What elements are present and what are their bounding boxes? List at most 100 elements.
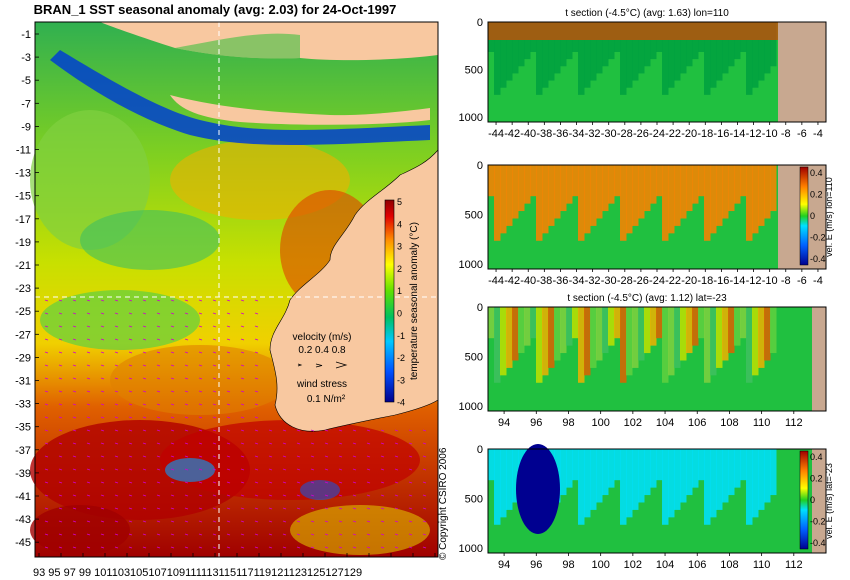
panel-stripe (752, 307, 759, 376)
vel-colorbar-tick: -0.2 (810, 233, 826, 243)
panel-stripe (500, 449, 507, 518)
panel-stripe (734, 449, 741, 488)
wind-vector (240, 312, 245, 315)
panel-stripe (668, 165, 675, 234)
wind-vector (254, 338, 259, 341)
temp-colorbar-tick: 2 (397, 264, 402, 274)
panel-x-tick: -20 (681, 128, 697, 140)
panel-stripe (602, 307, 609, 354)
panel-stripe (626, 22, 633, 88)
wind-vector (184, 299, 189, 302)
panel-x-tick: -40 (520, 275, 536, 287)
wind-vector (142, 507, 147, 510)
wind-vector (44, 494, 49, 497)
wind-vector (184, 429, 189, 432)
wind-vector (408, 429, 413, 432)
panel-stripe (578, 165, 585, 241)
wind-vector (282, 481, 287, 484)
wind-vector (422, 481, 427, 484)
wind-vector (114, 481, 119, 484)
panel-stripe (590, 165, 597, 226)
wind-vector (100, 455, 105, 458)
wind-vector (114, 299, 119, 302)
panel-stripe (764, 165, 771, 219)
wind-vector (296, 429, 301, 432)
wind-vector (212, 351, 217, 354)
wind-vector (338, 468, 343, 471)
panel-stripe (572, 165, 579, 197)
panel-x-tick: -32 (585, 275, 601, 287)
wind-vectors (44, 299, 427, 549)
temp-colorbar-tick: -2 (397, 353, 405, 363)
panel-stripe (686, 165, 693, 212)
wind-vector (142, 312, 147, 315)
panel-x-tick: -30 (601, 128, 617, 140)
panel-stripe (488, 165, 495, 197)
wind-vector (44, 481, 49, 484)
panel-stripe (680, 165, 687, 219)
wind-vector (128, 455, 133, 458)
map-lat-tick: -43 (15, 514, 31, 526)
panel-x-tick: -34 (569, 128, 585, 140)
wind-vector (114, 520, 119, 523)
panel-stripe (626, 165, 633, 234)
wind-vector (366, 455, 371, 458)
wind-vector (198, 338, 203, 341)
panel-x-tick: -10 (762, 128, 778, 140)
panel-x-tick: -6 (797, 128, 807, 140)
velocity-scale-label: 0.2 0.4 0.8 (298, 345, 346, 356)
panel-stripe (758, 165, 765, 226)
wind-vector (352, 442, 357, 445)
wind-vector (86, 481, 91, 484)
panel-x-tick: -8 (781, 275, 791, 287)
panel-stripe (560, 449, 567, 496)
wind-vector (58, 364, 63, 367)
panel-stripe (554, 165, 561, 219)
wind-vector (212, 325, 217, 328)
wind-vector (156, 546, 161, 549)
panel-x-tick: -44 (488, 275, 504, 287)
wind-vector (310, 494, 315, 497)
panel-x-tick: 108 (720, 417, 738, 429)
wind-vector (44, 442, 49, 445)
wind-vector (198, 455, 203, 458)
wind-vector (170, 442, 175, 445)
wind-vector (128, 507, 133, 510)
wind-vector (268, 442, 273, 445)
wind-vector (128, 494, 133, 497)
wind-vector (324, 546, 329, 549)
panel-stripe (614, 165, 621, 197)
panel-stripe (500, 307, 507, 376)
map-field (30, 22, 439, 557)
panel-x-tick: 110 (753, 559, 771, 571)
wind-vector (142, 403, 147, 406)
wind-vector (310, 481, 315, 484)
wind-vector (44, 507, 49, 510)
panel-stripe (572, 307, 579, 339)
panel-x-tick: 102 (624, 559, 642, 571)
wind-vector (184, 364, 189, 367)
wind-vector (212, 299, 217, 302)
wind-vector (366, 468, 371, 471)
panel-stripe (590, 449, 597, 510)
wind-vector (170, 377, 175, 380)
wind-vector (156, 377, 161, 380)
panel-stripe (596, 307, 603, 361)
wind-vector (170, 507, 175, 510)
wind-vector (58, 455, 63, 458)
panel-frame (487, 448, 827, 554)
wind-vector (226, 351, 231, 354)
wind-vector (240, 507, 245, 510)
panel-stripe (506, 22, 513, 81)
wind-vector (324, 442, 329, 445)
panel-x-tick: -44 (488, 128, 504, 140)
panel-stripe (518, 22, 525, 67)
wind-vector (254, 533, 259, 536)
wind-vector (198, 442, 203, 445)
wind-vector (240, 390, 245, 393)
wind-vector (422, 546, 427, 549)
panel-stripe (524, 165, 531, 204)
wind-vector (170, 494, 175, 497)
wind-vector (212, 312, 217, 315)
panel-x-tick: 102 (624, 417, 642, 429)
